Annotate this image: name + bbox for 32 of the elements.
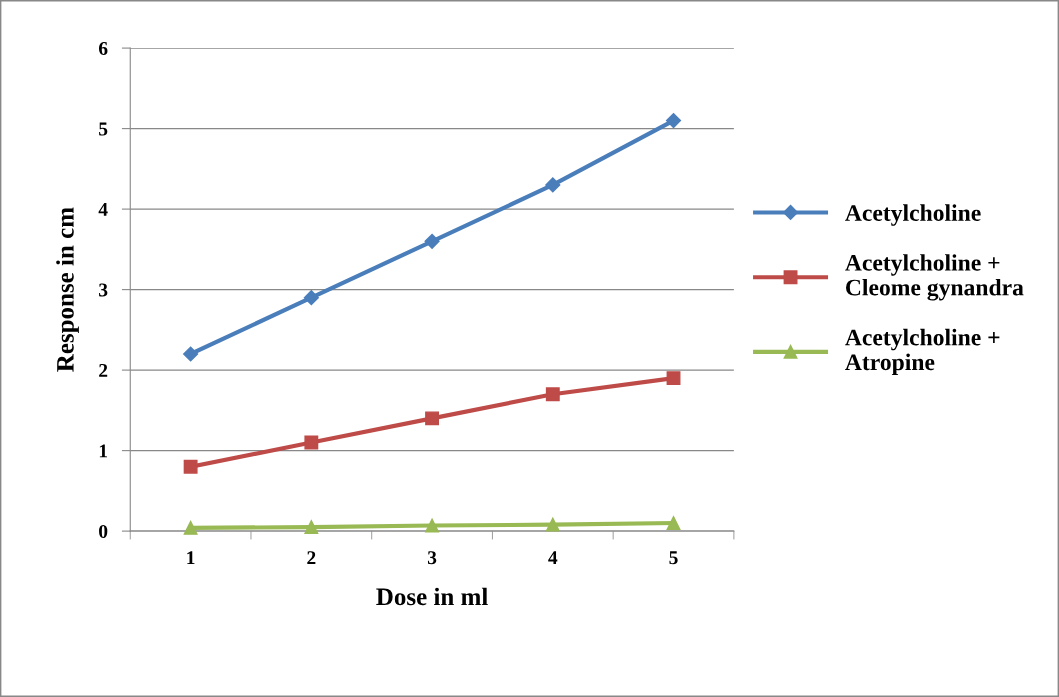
y-tick-label: 1 <box>99 444 108 458</box>
x-tick-label: 3 <box>427 551 437 565</box>
x-tick-label: 1 <box>187 551 195 565</box>
legend-label: Acetylcholine <box>845 204 981 226</box>
x-tick-label: 4 <box>548 551 558 565</box>
y-tick-label: 3 <box>99 283 108 297</box>
point <box>424 233 440 249</box>
point <box>304 435 319 450</box>
y-tick-label: 0 <box>99 524 108 539</box>
point <box>303 290 319 306</box>
legend-label: Acetylcholine + Cleome gynandra <box>845 254 1024 301</box>
y-tick-label: 5 <box>99 122 108 136</box>
x-tick-label: 2 <box>307 551 316 565</box>
x-axis-title: Dose in ml <box>376 587 488 606</box>
point <box>304 520 319 535</box>
y-axis-title: Response in cm <box>56 207 79 372</box>
point <box>666 516 681 531</box>
point <box>425 411 440 426</box>
point <box>545 517 560 532</box>
point <box>545 387 560 402</box>
point <box>545 177 561 193</box>
y-tick-label: 6 <box>98 41 108 56</box>
point <box>666 371 681 386</box>
point <box>665 112 682 129</box>
x-tick-label: 5 <box>669 551 678 565</box>
y-tick-label: 2 <box>99 363 108 377</box>
legend-label: Acetylcholine + Atropine <box>845 328 1000 376</box>
point <box>183 520 198 535</box>
point <box>183 346 199 362</box>
y-tick-label: 4 <box>98 203 108 216</box>
point <box>425 518 440 533</box>
point <box>183 459 198 474</box>
